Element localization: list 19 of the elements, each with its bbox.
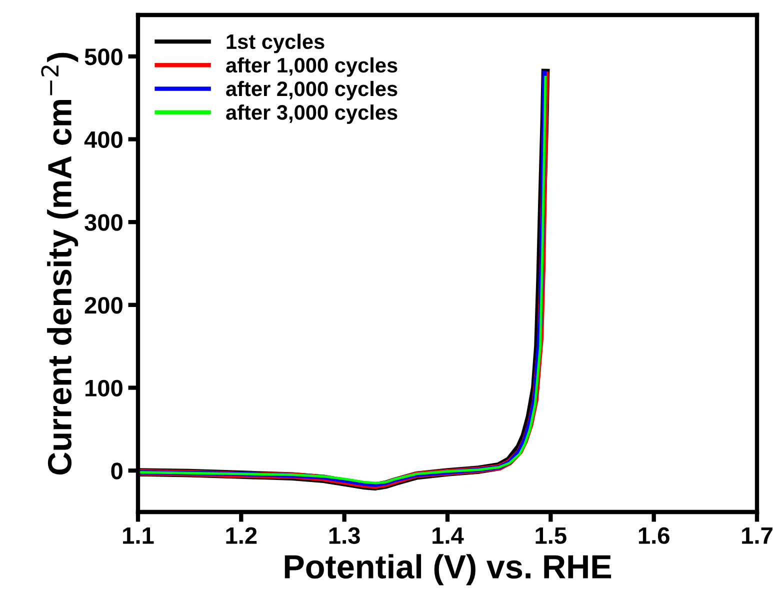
x-axis-title: Potential (V) vs. RHE: [284, 554, 612, 586]
y-tick-label: 100: [86, 380, 122, 397]
x-tick-label: 1.7: [742, 527, 772, 544]
legend-label: after 3,000 cycles: [226, 104, 398, 124]
y-tick-label: 500: [84, 48, 122, 66]
x-tick-label: 1.5: [536, 527, 566, 544]
y-tick-label: 400: [84, 131, 122, 148]
x-tick-label: 1.3: [329, 527, 360, 544]
x-tick-label: 1.6: [638, 527, 670, 544]
y-tick-label: 300: [84, 214, 122, 231]
x-tick-label: 1.4: [432, 527, 464, 544]
y-tick-label: 0: [111, 462, 122, 480]
y-axis-title: Current density (mA cm$^{−2}$): [41, 52, 78, 474]
legend-label: 1st cycles: [226, 34, 324, 54]
legend-label: after 2,000 cycles: [226, 80, 398, 100]
x-tick-label: 1.2: [226, 527, 257, 544]
y-tick-label: 200: [84, 296, 122, 314]
legend-label: after 1,000 cycles: [226, 57, 398, 77]
x-tick-label: 1.1: [123, 527, 154, 544]
